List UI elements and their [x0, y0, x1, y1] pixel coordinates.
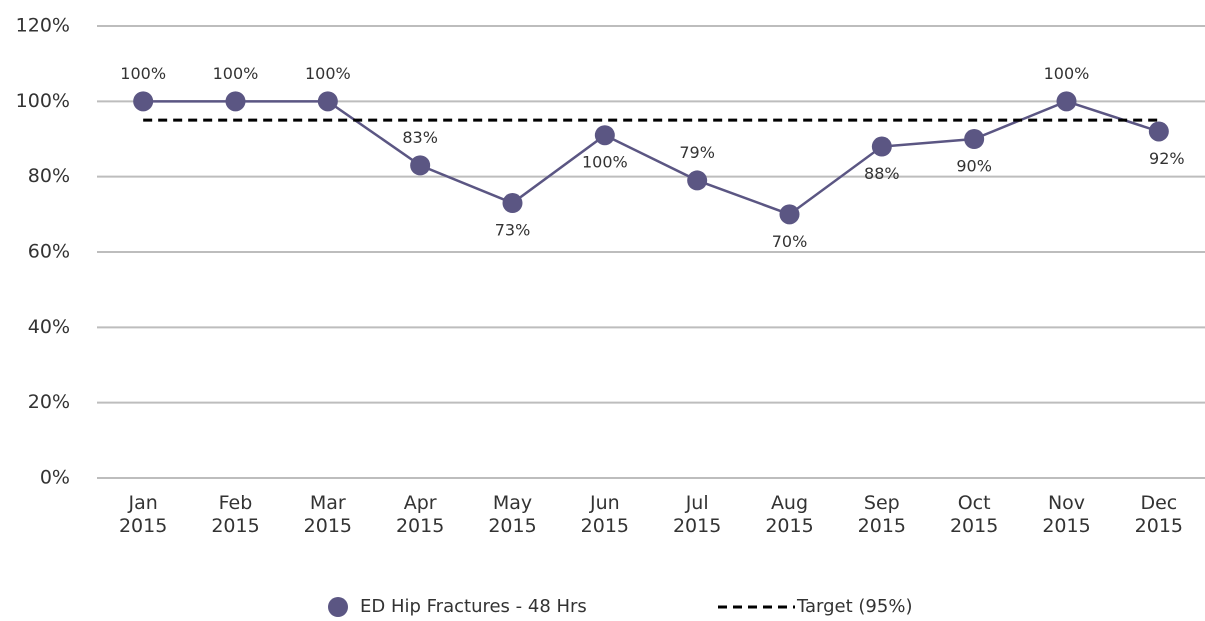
- y-tick-label: 20%: [28, 391, 70, 413]
- point: [779, 204, 800, 225]
- point: [687, 170, 708, 191]
- series-line: [143, 100, 1160, 216]
- x-tick-label: Nov 2015: [1042, 492, 1091, 537]
- data-label: 100%: [1044, 64, 1090, 83]
- point: [225, 91, 246, 112]
- x-tick-label: Dec 2015: [1134, 492, 1183, 537]
- data-label: 100%: [120, 64, 166, 83]
- point: [502, 193, 523, 214]
- y-tick-label: 0%: [40, 467, 70, 489]
- x-tick-label: Feb 2015: [211, 492, 260, 537]
- point: [871, 136, 892, 157]
- data-label: 88%: [864, 164, 900, 183]
- legend-label: Target (95%): [796, 596, 912, 617]
- point: [1148, 121, 1169, 142]
- legend-label: ED Hip Fractures - 48 Hrs: [360, 596, 587, 617]
- data-label: 92%: [1149, 149, 1185, 168]
- y-tick-label: 40%: [28, 316, 70, 338]
- x-tick-label: Jun 2015: [580, 492, 629, 537]
- data-label: 73%: [495, 221, 531, 240]
- point: [594, 125, 615, 146]
- y-tick-label: 80%: [28, 165, 70, 187]
- x-tick-label: Mar 2015: [303, 492, 352, 537]
- x-tick-label: May 2015: [488, 492, 537, 537]
- legend-swatch: [328, 597, 348, 617]
- point: [964, 129, 985, 149]
- y-tick-label: 120%: [16, 15, 70, 37]
- x-tick-label: Jan 2015: [118, 492, 168, 537]
- x-tick-label: Jul 2015: [672, 492, 722, 537]
- point: [1056, 91, 1077, 112]
- x-tick-label: Sep 2015: [857, 492, 906, 537]
- x-tick-label: Apr 2015: [395, 492, 445, 537]
- point: [317, 91, 338, 112]
- y-tick-label: 100%: [16, 90, 70, 112]
- data-label: 100%: [582, 153, 628, 172]
- point: [410, 155, 431, 176]
- data-label: 79%: [679, 143, 715, 162]
- data-label: 83%: [402, 128, 438, 147]
- x-tick-label: Aug 2015: [765, 492, 814, 537]
- y-tick-label: 60%: [28, 241, 70, 263]
- data-label: 100%: [213, 64, 259, 83]
- point: [133, 91, 154, 112]
- data-label: 100%: [305, 64, 351, 83]
- data-label: 90%: [956, 157, 992, 176]
- x-tick-label: Oct 2015: [949, 492, 999, 537]
- data-label: 70%: [772, 232, 808, 251]
